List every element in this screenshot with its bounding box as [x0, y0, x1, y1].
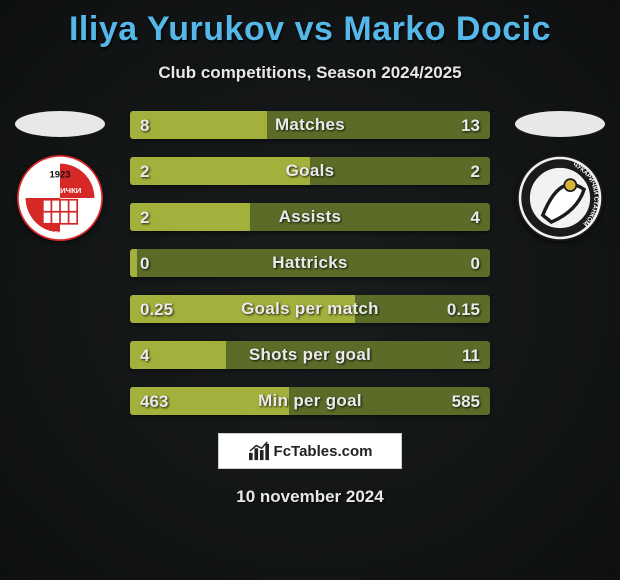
left-player-side: 1923 РАДНИЧКИ НИШ: [0, 111, 120, 241]
stat-bar: 00Hattricks: [130, 249, 490, 277]
stat-bar: 813Matches: [130, 111, 490, 139]
left-ellipse: [15, 111, 105, 137]
bar-label: Min per goal: [130, 387, 490, 415]
bar-label: Goals per match: [130, 295, 490, 323]
footer-brand-box: FcTables.com: [218, 433, 402, 469]
chart-icon: [248, 441, 270, 461]
crest-top-text: РАДНИЧКИ: [39, 186, 82, 195]
page-title: Iliya Yurukov vs Marko Docic: [0, 0, 620, 49]
right-player-side: ЧУКАРИЧКИ СТАНКОМ: [500, 111, 620, 241]
comparison-content: 1923 РАДНИЧКИ НИШ ЧУКАРИЧКИ СТАНКОМ 813M…: [0, 111, 620, 415]
stat-bar: 463585Min per goal: [130, 387, 490, 415]
crest-year-text: 1923: [49, 169, 70, 180]
stat-bar: 411Shots per goal: [130, 341, 490, 369]
footer-date: 10 november 2024: [0, 487, 620, 507]
bar-label: Goals: [130, 157, 490, 185]
left-crest: 1923 РАДНИЧКИ НИШ: [17, 155, 103, 241]
crest-bottom-text: НИШ: [51, 229, 70, 238]
comparison-bars: 813Matches 22Goals 24Assists 00Hattricks 0.2…: [130, 111, 490, 415]
stat-bar: 0.250.15Goals per match: [130, 295, 490, 323]
right-ellipse: [515, 111, 605, 137]
stat-bar: 24Assists: [130, 203, 490, 231]
bar-label: Shots per goal: [130, 341, 490, 369]
page-subtitle: Club competitions, Season 2024/2025: [0, 63, 620, 83]
stat-bar: 22Goals: [130, 157, 490, 185]
bar-label: Matches: [130, 111, 490, 139]
bar-label: Hattricks: [130, 249, 490, 277]
right-crest: ЧУКАРИЧКИ СТАНКОМ: [517, 155, 603, 241]
footer-brand-text: FcTables.com: [274, 443, 373, 460]
bar-label: Assists: [130, 203, 490, 231]
